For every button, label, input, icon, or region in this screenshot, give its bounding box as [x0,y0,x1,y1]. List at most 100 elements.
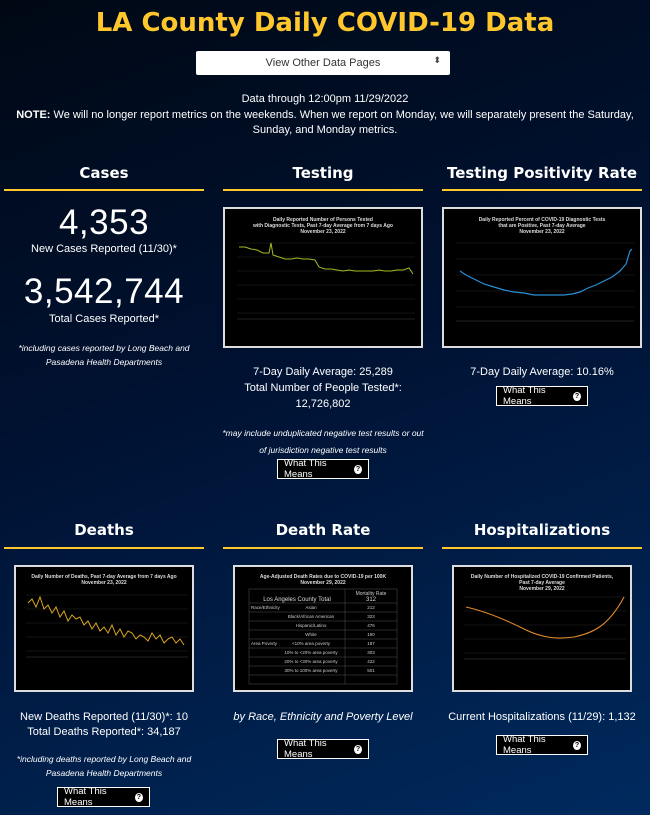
rate-row-value: 476 [367,623,375,628]
note-label: NOTE: [16,109,51,121]
button-label: What This Means [284,738,327,760]
rate-row-label: White [305,632,317,637]
button-label: What This Means [284,458,327,480]
positivity-title: Testing Positivity Rate [446,164,638,182]
death-rate-chart[interactable]: Age-Adjusted Death Rates due to COVID-19… [233,565,413,692]
cases-footnote: *including cases reported by Long Beach … [18,343,190,367]
hosp-gridlines [464,596,626,654]
rate-row-value: 422 [367,659,375,664]
testing-total-value: 12,726,802 [295,398,351,410]
rate-row-label: Black/African American [288,614,335,619]
death-rate-table-svg: Age-Adjusted Death Rates due to COVID-19… [248,574,398,685]
data-through-text: Data through 12:00pm 11/29/2022 [241,93,409,105]
cases-rule [4,189,204,191]
death-rate-what-this-means-button[interactable]: What This Means ? [277,738,369,760]
hosp-title: Hospitalizations [473,521,611,539]
updown-chevron-icon: ⬍ [433,55,441,65]
question-icon: ? [572,740,581,750]
deaths-chart-svg: Daily Number of Deaths, Past 7-day Avera… [26,574,188,658]
death-rate-chart-title-2: November 29, 2022 [300,580,346,586]
deaths-gridlines [26,594,188,652]
death-rate-rule [223,547,423,549]
positivity-chart-title-3: November 23, 2022 [519,229,565,235]
positivity-what-this-means-button[interactable]: What This Means ? [496,385,588,407]
positivity-chart-title-1: Daily Reported Percent of COVID-19 Diagn… [479,217,606,223]
total-deaths: Total Deaths Reported*: 34,187 [27,726,181,738]
deaths-chart-title-1: Daily Number of Deaths, Past 7-day Avera… [31,574,176,580]
note-text: NOTE: We will no longer report metrics o… [5,108,645,138]
question-icon: ? [572,391,581,401]
county-total-value: 312 [366,597,377,603]
total-cases-label: Total Cases Reported* [48,313,160,325]
hosp-what-this-means-button[interactable]: What This Means ? [496,734,588,756]
testing-chart-title-1: Daily Reported Number of Persons Tested [273,217,373,223]
hosp-line [465,596,625,639]
rate-row-label: 20% to <30% area poverty [284,659,338,664]
rate-row-value: 187 [367,641,375,646]
positivity-line [459,248,633,296]
rate-row-label: Hispanic/Latino [296,623,327,628]
question-icon: ? [134,792,143,802]
testing-what-this-means-button[interactable]: What This Means ? [277,458,369,480]
rate-row-label: 30% to 100% area poverty [284,668,338,673]
positivity-rule [442,189,642,191]
button-label: What This Means [503,385,546,407]
county-total-label: Los Angeles County Total [263,597,331,603]
hosp-chart[interactable]: Daily Number of Hospitalized COVID-19 Co… [452,565,632,692]
data-pages-select[interactable]: View Other Data Pages ⬍ [196,51,450,75]
testing-title: Testing [292,164,354,182]
button-label: What This Means [64,786,107,808]
deaths-what-this-means-button[interactable]: What This Means ? [57,786,150,808]
testing-gridlines [237,242,415,314]
rate-row-value: 303 [367,650,375,655]
testing-total-label: Total Number of People Tested*: [244,382,402,394]
testing-chart-title-2: with Diagnostic Tests, Past 7-day Averag… [252,223,393,229]
new-cases-value: 4,353 [58,203,150,242]
new-deaths: New Deaths Reported (11/30)*: 10 [20,711,188,723]
deaths-rule [4,547,204,549]
rate-row-value: 212 [367,605,375,610]
rate-row-value: 501 [367,668,375,673]
cases-title: Cases [79,164,129,182]
testing-footnote: *may include unduplicated negative test … [222,428,424,455]
total-cases-value: 3,542,744 [23,272,185,311]
positivity-chart-svg: Daily Reported Percent of COVID-19 Diagn… [456,217,634,322]
death-rate-title: Death Rate [275,521,371,539]
rate-row-label: Asian [305,605,317,610]
death-rate-table-grid [248,588,398,685]
deaths-chart-title-2: November 23, 2022 [81,580,127,586]
hosp-rule [442,547,642,549]
deaths-title: Deaths [74,521,134,539]
hosp-chart-title-2: Past 7-day Average [519,580,565,586]
hosp-chart-svg: Daily Number of Hospitalized COVID-19 Co… [464,574,626,660]
positivity-gridlines [456,242,634,308]
testing-chart-svg: Daily Reported Number of Persons Tested … [237,217,415,320]
hosp-chart-title-1: Daily Number of Hospitalized COVID-19 Co… [471,574,614,580]
current-hospitalizations: Current Hospitalizations (11/29): 1,132 [448,711,636,723]
positivity-average: 7-Day Daily Average: 10.16% [470,366,614,378]
positivity-chart-title-2: that are Positive, Past 7-day Average [498,223,585,229]
positivity-chart[interactable]: Daily Reported Percent of COVID-19 Diagn… [442,207,642,348]
question-icon: ? [353,744,362,754]
question-icon: ? [353,464,362,474]
rate-row-label: 10% to <20% area poverty [284,650,338,655]
select-label: View Other Data Pages [265,57,381,69]
testing-average: 7-Day Daily Average: 25,289 [253,366,393,378]
rate-row-label: <10% area poverty [292,641,331,646]
rate-row-group: Race/Ethnicity [251,605,281,610]
death-rate-caption: by Race, Ethnicity and Poverty Level [233,711,413,723]
testing-chart-title-3: November 23, 2022 [300,229,346,235]
deaths-line [27,595,185,646]
testing-line [239,242,414,275]
page-title: LA County Daily COVID-19 Data [95,8,555,38]
rate-row-group: Area Poverty [251,641,278,646]
rate-row-value: 323 [367,614,375,619]
note-body: We will no longer report metrics on the … [50,109,634,136]
new-cases-label: New Cases Reported (11/30)* [31,243,177,255]
testing-chart[interactable]: Daily Reported Number of Persons Tested … [223,207,423,348]
rate-row-value: 190 [367,632,375,637]
death-rate-chart-title-1: Age-Adjusted Death Rates due to COVID-19… [260,574,387,580]
mortality-header: Mortality Rate [356,591,387,597]
deaths-chart[interactable]: Daily Number of Deaths, Past 7-day Avera… [14,565,194,692]
button-label: What This Means [503,734,546,756]
